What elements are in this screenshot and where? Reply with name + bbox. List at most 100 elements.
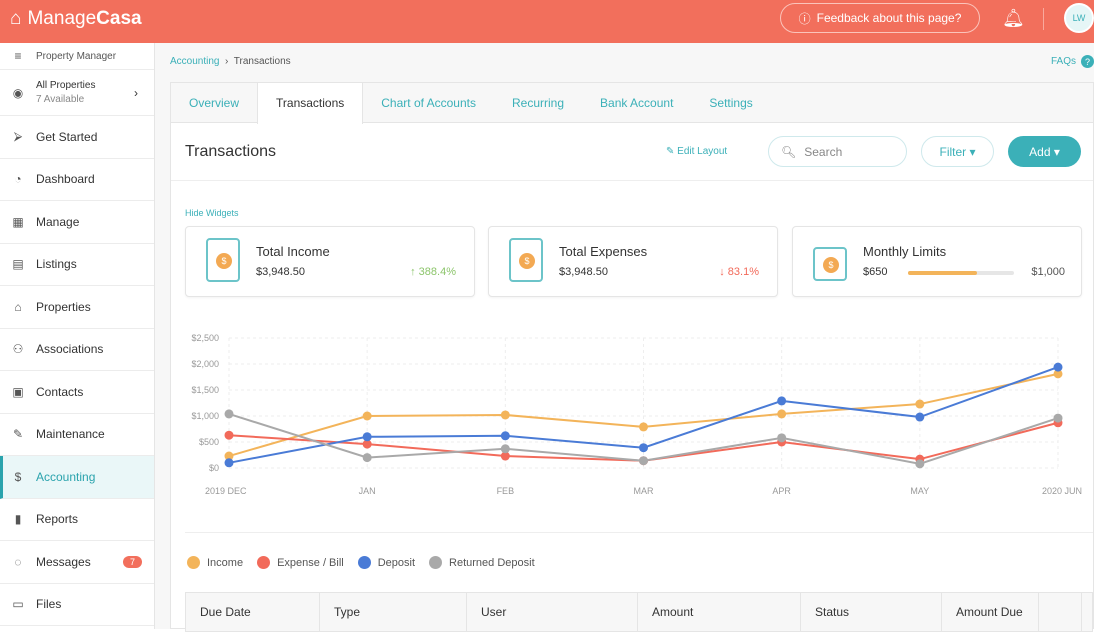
sidebar-item-dashboard[interactable]: ◔ Dashboard <box>0 159 154 201</box>
search-placeholder: Search <box>804 144 843 159</box>
sidebar-item-label: Contacts <box>36 384 84 399</box>
y-tick-label: $0 <box>209 463 219 473</box>
add-button[interactable]: Add ▾ <box>1008 136 1081 167</box>
sidebar-item-contacts[interactable]: ▣ Contacts <box>0 371 154 414</box>
unread-badge: 7 <box>122 555 142 568</box>
x-tick-label: 2019 DEC <box>205 486 247 496</box>
tab-bank-account[interactable]: Bank Account <box>600 96 674 110</box>
income-title: Total Income <box>256 244 330 259</box>
sidebar-item-label: Listings <box>36 257 77 272</box>
y-tick-label: $2,500 <box>191 333 219 343</box>
sidebar: ≡ Property Manager ◉ All Properties 7 Avail… <box>0 43 155 629</box>
faqs-label: FAQs <box>1050 56 1076 67</box>
sidebar-item-label: Manage <box>36 214 80 229</box>
search-icon: 🔍︎ <box>781 144 797 159</box>
y-tick-label: $2,000 <box>191 359 219 369</box>
transactions-chart: $0 $500 $1,000 $1,500 $2,000 $2,500 2019 DEC JA… <box>191 333 1082 496</box>
income-value: $3,948.50 <box>256 266 305 278</box>
sidebar-item-label: Get Started <box>36 129 98 144</box>
sidebar-item-reports[interactable]: ▮ Reports <box>0 499 154 541</box>
expenses-title: Total Expenses <box>559 244 648 259</box>
legend-dot-icon <box>429 556 443 569</box>
column-header[interactable]: Type <box>320 593 467 631</box>
column-header[interactable] <box>1039 593 1082 631</box>
house-logo-icon: ⌂ <box>10 8 22 29</box>
legend-item[interactable]: Expense / Bill <box>257 556 344 569</box>
breadcrumb-accounting[interactable]: Accounting <box>170 56 220 67</box>
sidebar-item-accounting[interactable]: $ Accounting <box>0 456 154 499</box>
data-point-income <box>224 451 234 461</box>
sidebar-item-get-started[interactable]: ⮚ Get Started <box>0 116 154 159</box>
column-header[interactable]: Due Date <box>186 593 320 631</box>
limits-max: $1,000 <box>1031 266 1065 278</box>
logo[interactable]: ⌂ ManageCasa <box>10 8 142 30</box>
data-point-deposit <box>224 458 234 468</box>
bell-icon[interactable]: 🔔︎ <box>1002 8 1025 28</box>
filter-button[interactable]: Filter ▾ <box>921 136 994 167</box>
x-tick-label: 2020 JUN <box>1042 486 1082 496</box>
x-tick-label: APR <box>772 486 791 496</box>
chart-legend: Income Expense / Bill Deposit Returned Depo… <box>187 556 535 569</box>
role-switcher[interactable]: ≡ Property Manager <box>0 43 154 70</box>
accounting-icon: $ <box>14 469 22 484</box>
sidebar-item-label: Maintenance <box>36 427 105 442</box>
listings-icon: ▤ <box>12 257 24 272</box>
tab-transactions[interactable]: Transactions <box>257 83 364 124</box>
sidebar-item-label: Accounting <box>36 469 96 484</box>
search-input[interactable]: 🔍︎ Search <box>768 136 907 167</box>
divider <box>1043 8 1044 30</box>
column-header[interactable]: Amount Due <box>942 593 1039 631</box>
sidebar-item-listings[interactable]: ▤ Listings <box>0 244 154 286</box>
sidebar-item-label: Dashboard <box>36 172 95 187</box>
tab-recurring[interactable]: Recurring <box>511 96 565 110</box>
role-label: Property Manager <box>36 50 117 62</box>
pencil-icon: ✎ <box>666 146 675 157</box>
brand-bold: Casa <box>96 8 142 29</box>
associations-icon: ⚇ <box>12 342 24 357</box>
tab-chart-of-accounts[interactable]: Chart of Accounts <box>381 96 476 110</box>
legend-label: Expense / Bill <box>277 557 344 569</box>
faqs-link[interactable]: FAQs? <box>1051 55 1094 68</box>
limits-progress <box>908 271 1014 275</box>
page-header: Transactions ✎ Edit Layout 🔍︎ Search Filt… <box>171 123 1093 181</box>
income-change: ↑ 388.4% <box>410 266 456 278</box>
contacts-icon: ▣ <box>12 384 24 399</box>
tab-overview[interactable]: Overview <box>189 96 240 110</box>
help-icon: ? <box>1081 55 1094 68</box>
sidebar-item-messages[interactable]: ◌ Messages 7 <box>0 541 154 584</box>
legend-dot-icon <box>357 556 371 569</box>
sidebar-item-maintenance[interactable]: ✎ Maintenance <box>0 414 154 456</box>
edit-layout-button[interactable]: ✎ Edit Layout <box>666 146 727 157</box>
hide-widgets-link[interactable]: Hide Widgets <box>185 208 239 218</box>
data-point-expense-bill <box>224 430 234 440</box>
column-header[interactable]: Amount <box>638 593 801 631</box>
data-point-returned-deposit <box>500 444 510 454</box>
sidebar-item-manage[interactable]: ▦ Manage <box>0 201 154 244</box>
feedback-button[interactable]: ⓘ Feedback about this page? <box>780 3 980 33</box>
legend-item[interactable]: Deposit <box>357 556 415 569</box>
widget-total-income: $ Total Income $3,948.50 ↑ 388.4% <box>185 226 475 297</box>
sidebar-item-properties[interactable]: ⌂ Properties <box>0 286 154 329</box>
column-header[interactable]: Status <box>801 593 942 631</box>
data-point-returned-deposit <box>777 433 787 443</box>
avatar[interactable]: LW <box>1064 3 1094 33</box>
tab-settings[interactable]: Settings <box>709 96 753 110</box>
legend-item[interactable]: Returned Deposit <box>429 556 535 569</box>
income-icon: $ <box>206 238 240 282</box>
limits-value: $650 <box>863 266 888 278</box>
property-selector[interactable]: ◉ All Properties 7 Available › <box>0 70 154 116</box>
expenses-value: $3,948.50 <box>559 266 608 278</box>
breadcrumb-current: Transactions <box>233 56 291 67</box>
sidebar-item-associations[interactable]: ⚇ Associations <box>0 329 154 371</box>
table-header: Due Date Type User Amount Status Amount Due <box>185 592 1093 632</box>
sidebar-item-files[interactable]: ▭ Files <box>0 584 154 626</box>
data-point-deposit <box>915 412 925 422</box>
data-point-returned-deposit <box>915 459 925 469</box>
expenses-change: ↓ 83.1% <box>719 266 759 278</box>
sidebar-item-label: Properties <box>36 299 91 314</box>
legend-item[interactable]: Income <box>187 556 243 569</box>
y-tick-label: $500 <box>199 437 219 447</box>
expense-icon: $ <box>509 238 543 282</box>
legend-label: Income <box>207 557 244 569</box>
column-header[interactable]: User <box>467 593 638 631</box>
